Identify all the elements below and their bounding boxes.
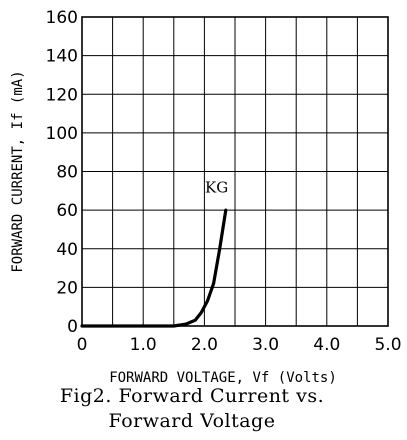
x-tick-label: 1.0	[130, 335, 157, 355]
x-tick-label: 0	[77, 335, 88, 355]
plot-border	[81, 16, 389, 327]
series-label-annotation: KG	[205, 179, 228, 197]
y-tick-label: 120	[46, 85, 78, 105]
x-axis-label: FORWARD VOLTAGE, Vf (Volts)	[109, 370, 337, 386]
y-tick-label: 140	[46, 47, 78, 67]
y-tick-label: 160	[46, 8, 78, 28]
x-tick-labels: 0 1.0 2.0 3.0 4.0 5.0	[77, 335, 402, 355]
y-tick-label: 100	[46, 124, 78, 144]
figure-caption-line-1: Fig2. Forward Current vs.	[59, 385, 325, 407]
x-tick-label: 3.0	[252, 335, 279, 355]
y-axis-label: FORWARD CURRENT, If (mA)	[10, 70, 26, 272]
data-series	[80, 208, 228, 328]
x-tick-label: 5.0	[374, 335, 401, 355]
y-tick-label: 0	[67, 317, 78, 337]
figure-caption-line-2: Forward Voltage	[108, 410, 276, 432]
y-tick-label: 80	[56, 163, 78, 183]
y-tick-label: 40	[56, 240, 78, 260]
grid-lines	[82, 17, 388, 326]
series-line-kg	[80, 208, 228, 328]
x-tick-label: 4.0	[313, 335, 340, 355]
y-tick-labels: 0 20 40 60 80 100 120 140 160	[46, 8, 78, 337]
plot-frame	[81, 16, 389, 327]
annotations: KG	[205, 179, 228, 197]
y-tick-label: 60	[56, 201, 78, 221]
y-tick-label: 20	[56, 278, 78, 298]
x-tick-label: 2.0	[191, 335, 218, 355]
